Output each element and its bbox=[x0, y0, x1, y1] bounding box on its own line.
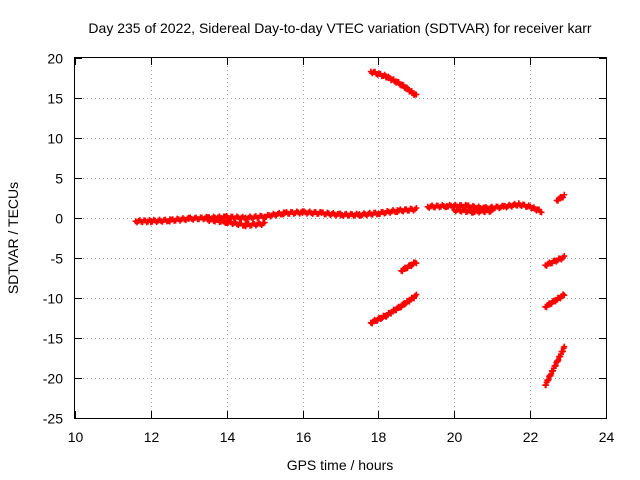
x-tick-label: 18 bbox=[371, 429, 387, 445]
data-series-segment bbox=[367, 291, 420, 327]
y-tick-label: 20 bbox=[47, 51, 63, 67]
data-points-layer bbox=[132, 68, 568, 389]
y-tick-label: -20 bbox=[43, 371, 63, 387]
data-series-segment bbox=[553, 191, 568, 204]
x-tick-label: 10 bbox=[68, 429, 84, 445]
x-tick-label: 12 bbox=[144, 429, 160, 445]
y-tick-label: -25 bbox=[43, 411, 63, 427]
y-tick-label: 10 bbox=[47, 131, 63, 147]
x-tick-label: 20 bbox=[447, 429, 463, 445]
data-point bbox=[413, 205, 420, 211]
y-tick-label: -10 bbox=[43, 291, 63, 307]
data-point bbox=[413, 260, 420, 267]
tick-labels-layer: 10 12 14 16 18 20 22 24 -25 -20 -15 -10 -5 0 5 10 15 20 bbox=[43, 51, 615, 446]
x-tick-label: 14 bbox=[220, 429, 236, 445]
data-point bbox=[261, 219, 268, 226]
chart-title: Day 235 of 2022, Sidereal Day-to-day VTE… bbox=[88, 20, 591, 36]
y-axis-label: SDTVAR / TECUs bbox=[5, 182, 21, 294]
y-tick-label: -5 bbox=[51, 251, 64, 267]
x-axis-label: GPS time / hours bbox=[287, 457, 394, 473]
data-series-segment bbox=[542, 343, 568, 389]
y-tick-label: 5 bbox=[55, 171, 63, 187]
data-series-segment bbox=[132, 205, 420, 226]
data-series-segment bbox=[367, 68, 420, 99]
ticks-layer bbox=[75, 58, 607, 419]
data-point bbox=[413, 91, 420, 98]
data-series-segment bbox=[542, 291, 568, 311]
data-point bbox=[538, 209, 545, 216]
data-point bbox=[561, 343, 568, 350]
data-point bbox=[401, 301, 408, 308]
x-tick-label: 16 bbox=[296, 429, 312, 445]
data-point bbox=[413, 291, 420, 298]
data-series-segment bbox=[204, 216, 268, 230]
grid-layer bbox=[75, 58, 606, 418]
plot-frame bbox=[74, 57, 607, 419]
data-point bbox=[561, 253, 568, 260]
data-point bbox=[561, 292, 568, 299]
data-series-segment bbox=[451, 206, 496, 216]
y-tick-label: 0 bbox=[55, 211, 63, 227]
data-point bbox=[561, 191, 568, 198]
y-tick-label: -15 bbox=[43, 331, 63, 347]
y-tick-label: 15 bbox=[47, 91, 63, 107]
x-tick-label: 22 bbox=[523, 429, 539, 445]
data-series-segment bbox=[398, 259, 420, 275]
data-series-segment bbox=[542, 253, 568, 269]
x-tick-label: 24 bbox=[599, 429, 615, 445]
data-point bbox=[489, 206, 496, 213]
